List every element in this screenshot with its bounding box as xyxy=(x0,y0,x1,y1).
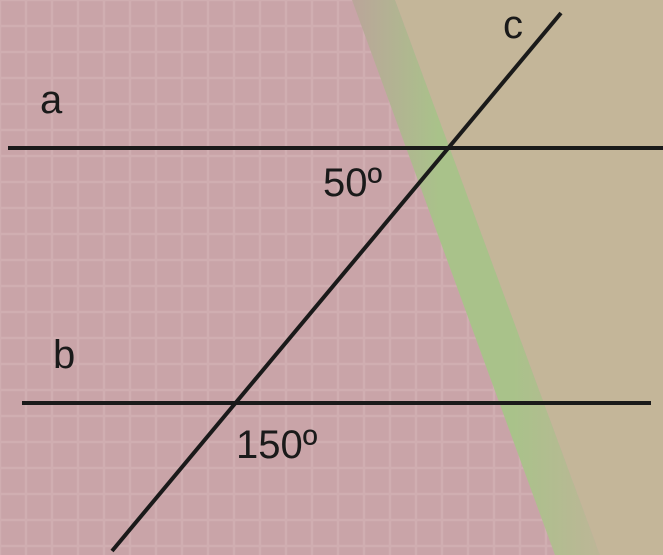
background-band xyxy=(352,0,600,555)
angle-bottom-label: 150º xyxy=(236,423,318,467)
angle-top-label: 50º xyxy=(323,161,382,205)
line-c xyxy=(110,11,563,553)
line-a-label: a xyxy=(40,78,63,122)
background-right xyxy=(395,0,663,555)
line-b-label: b xyxy=(53,333,75,377)
line-c-label: c xyxy=(503,3,523,47)
